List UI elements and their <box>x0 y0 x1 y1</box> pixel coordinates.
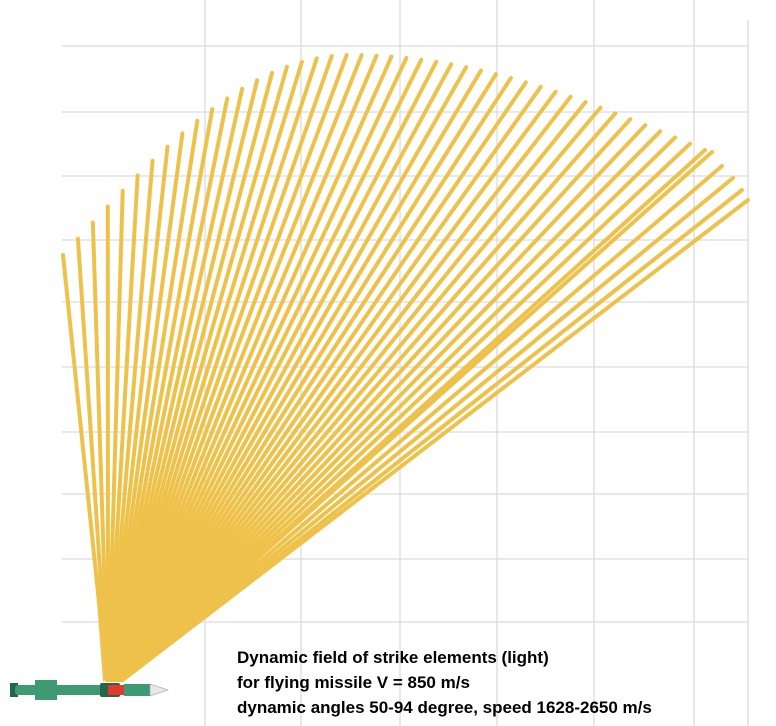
strike-element-ray <box>109 70 275 682</box>
strike-element-ray <box>106 188 125 682</box>
strike-element-ray <box>107 118 200 682</box>
strike-element-ray <box>107 144 170 682</box>
strike-element-ray <box>112 55 409 682</box>
caption-line-1: Dynamic field of strike elements (light) <box>237 648 549 667</box>
diagram-caption: Dynamic field of strike elements (light)… <box>237 645 652 720</box>
strike-element-ray <box>118 129 663 682</box>
strike-element-ray <box>116 94 573 682</box>
caption-line-2: for flying missile V = 850 m/s <box>237 673 470 692</box>
strike-element-ray <box>110 56 319 682</box>
strike-element-ray <box>113 59 439 682</box>
strike-element-ray <box>115 80 528 682</box>
strike-element-ray <box>75 236 110 682</box>
strike-element-ray <box>113 62 454 682</box>
strike-element-ray <box>116 100 588 682</box>
strike-element-ray <box>108 107 215 682</box>
strike-element-ray <box>61 253 109 682</box>
strike-element-ray <box>115 89 558 682</box>
strike-element-ray <box>107 131 185 682</box>
strike-element-ray <box>119 164 724 682</box>
strike-element-ray <box>117 117 633 682</box>
strike-element-ray <box>109 78 260 682</box>
strike-element-ray <box>109 64 289 682</box>
strike-element-ray <box>111 53 364 682</box>
strike-element-ray <box>106 158 155 682</box>
missile-icon <box>10 680 169 700</box>
caption-line-3: dynamic angles 50-94 degree, speed 1628-… <box>237 698 652 717</box>
strike-element-ray <box>117 111 618 682</box>
strike-element-ray <box>118 141 693 682</box>
strike-element-fan <box>61 53 750 682</box>
strike-element-ray <box>119 150 714 682</box>
strike-element-ray <box>120 176 735 682</box>
strike-element-ray <box>112 57 424 682</box>
strike-element-ray <box>112 54 394 682</box>
strike-element-ray <box>111 53 379 682</box>
strike-element-ray <box>111 53 349 682</box>
strike-element-ray <box>114 72 498 682</box>
strike-element-ray <box>115 84 543 682</box>
strike-element-ray <box>113 65 469 682</box>
strike-element-ray <box>110 53 334 682</box>
strike-element-ray <box>120 188 744 682</box>
strike-element-ray <box>114 76 513 682</box>
strike-element-ray <box>108 86 245 682</box>
strike-element-ray <box>114 68 484 682</box>
strike-element-ray <box>117 123 648 682</box>
strike-element-ray <box>108 96 230 682</box>
strike-element-ray <box>116 105 603 682</box>
strike-element-ray <box>110 59 304 682</box>
strike-element-ray <box>120 198 750 682</box>
strike-element-ray <box>106 173 140 682</box>
strike-element-ray <box>90 220 110 682</box>
strike-element-ray <box>118 135 678 682</box>
